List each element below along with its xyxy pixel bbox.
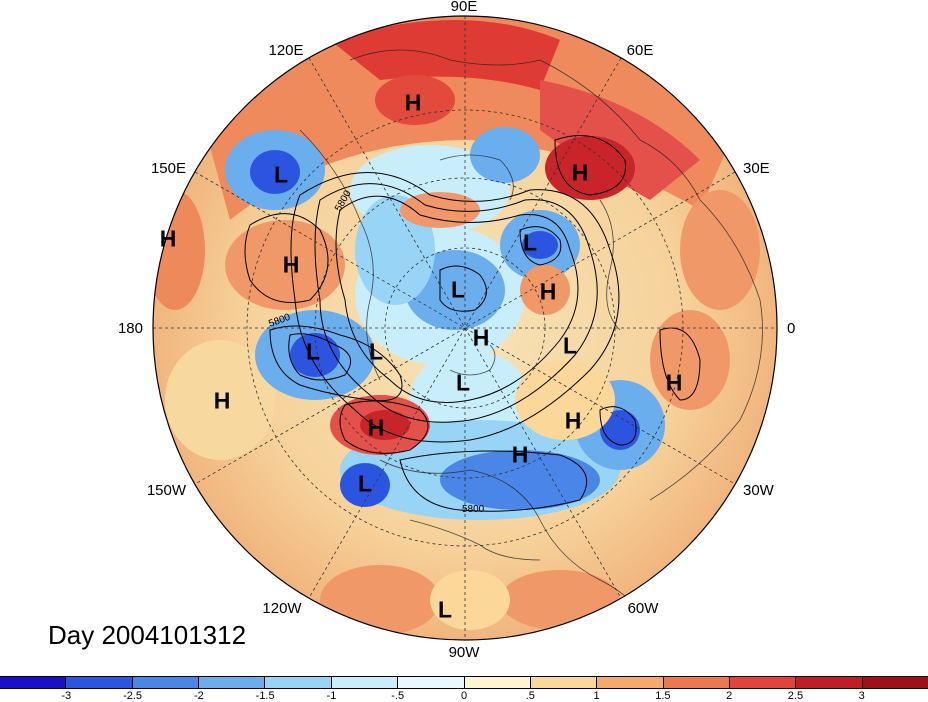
- pressure-center-marker: H: [282, 251, 300, 278]
- longitude-label-30e: 30E: [743, 160, 770, 177]
- colorbar: [0, 676, 928, 689]
- pressure-center-marker: L: [522, 229, 538, 256]
- colorbar-segment: [597, 677, 664, 688]
- longitude-label-180: 180: [117, 320, 143, 337]
- colorbar-tick-label: .5: [525, 690, 535, 702]
- longitude-label-60w: 60W: [627, 600, 659, 617]
- pressure-center-marker: L: [273, 161, 289, 188]
- colorbar-tick-label: 1.5: [655, 690, 671, 702]
- lat-lon-grid: [153, 16, 777, 640]
- pressure-center-marker: H: [367, 414, 385, 441]
- pressure-center-marker: L: [368, 338, 384, 365]
- longitude-label-0: 0: [787, 320, 796, 337]
- longitude-label-90e: 90E: [450, 0, 478, 15]
- colorbar-segment: [265, 677, 332, 688]
- pressure-center-marker: L: [305, 338, 321, 365]
- colorbar-segment: [530, 677, 598, 688]
- pressure-center-marker: H: [665, 369, 683, 396]
- colorbar-segment: [0, 677, 67, 688]
- geopotential-contours: [244, 135, 701, 512]
- pressure-center-marker: L: [357, 470, 373, 497]
- pressure-center-marker: H: [472, 324, 490, 351]
- colorbar-tick-label: 2.5: [787, 690, 804, 702]
- longitude-label-60e: 60E: [626, 42, 654, 59]
- colorbar-tick-label: -1: [326, 690, 337, 702]
- longitude-label-30w: 30W: [743, 482, 774, 499]
- pressure-center-marker: H: [539, 278, 557, 305]
- colorbar-segment: [132, 677, 200, 688]
- pressure-center-marker: H: [511, 441, 529, 468]
- colorbar-segment: [331, 677, 399, 688]
- longitude-label-150w: 150W: [146, 482, 186, 499]
- colorbar-tick-label: -2.5: [123, 690, 143, 702]
- colorbar-tick-label: 1: [593, 690, 600, 702]
- timestamp-label: Day 2004101312: [48, 620, 247, 650]
- colorbar-segment: [663, 677, 730, 688]
- map-boundary: [152, 15, 778, 641]
- pressure-center-marker: H: [213, 387, 231, 414]
- colorbar-tick-label: -2: [193, 690, 204, 702]
- contour-label: 5800: [462, 504, 485, 515]
- pressure-center-marker: L: [450, 276, 466, 303]
- longitude-label-120e: 120E: [268, 42, 304, 59]
- colorbar-segment: [199, 677, 266, 688]
- colorbar-tick-label: -.5: [391, 690, 405, 702]
- colorbar-segment: [862, 677, 928, 688]
- colorbar-tick-label: 3: [858, 690, 865, 702]
- pressure-center-marker: H: [571, 159, 589, 186]
- pressure-center-marker: H: [564, 407, 582, 434]
- colorbar-tick-label: 2: [726, 690, 733, 702]
- colorbar-tick-label: -1.5: [255, 690, 275, 702]
- longitude-label-120w: 120W: [262, 600, 302, 617]
- pressure-center-marker: L: [455, 369, 471, 396]
- longitude-label-90w: 90W: [448, 644, 480, 661]
- colorbar-segment: [464, 677, 531, 688]
- colorbar-tick-label: 0: [460, 690, 468, 702]
- pressure-center-marker: L: [437, 596, 453, 623]
- pressure-center-marker: L: [562, 332, 578, 359]
- pressure-center-marker: H: [159, 225, 177, 252]
- colorbar-tick-label: -3: [61, 690, 72, 702]
- pressure-center-marker: H: [404, 89, 422, 116]
- colorbar-segment: [729, 677, 797, 688]
- colorbar-segment: [796, 677, 863, 688]
- colorbar-segment: [66, 677, 133, 688]
- anomaly-field: [153, 16, 777, 640]
- coastlines: [299, 49, 763, 640]
- colorbar-segment: [398, 677, 465, 688]
- longitude-label-150e: 150E: [150, 160, 186, 177]
